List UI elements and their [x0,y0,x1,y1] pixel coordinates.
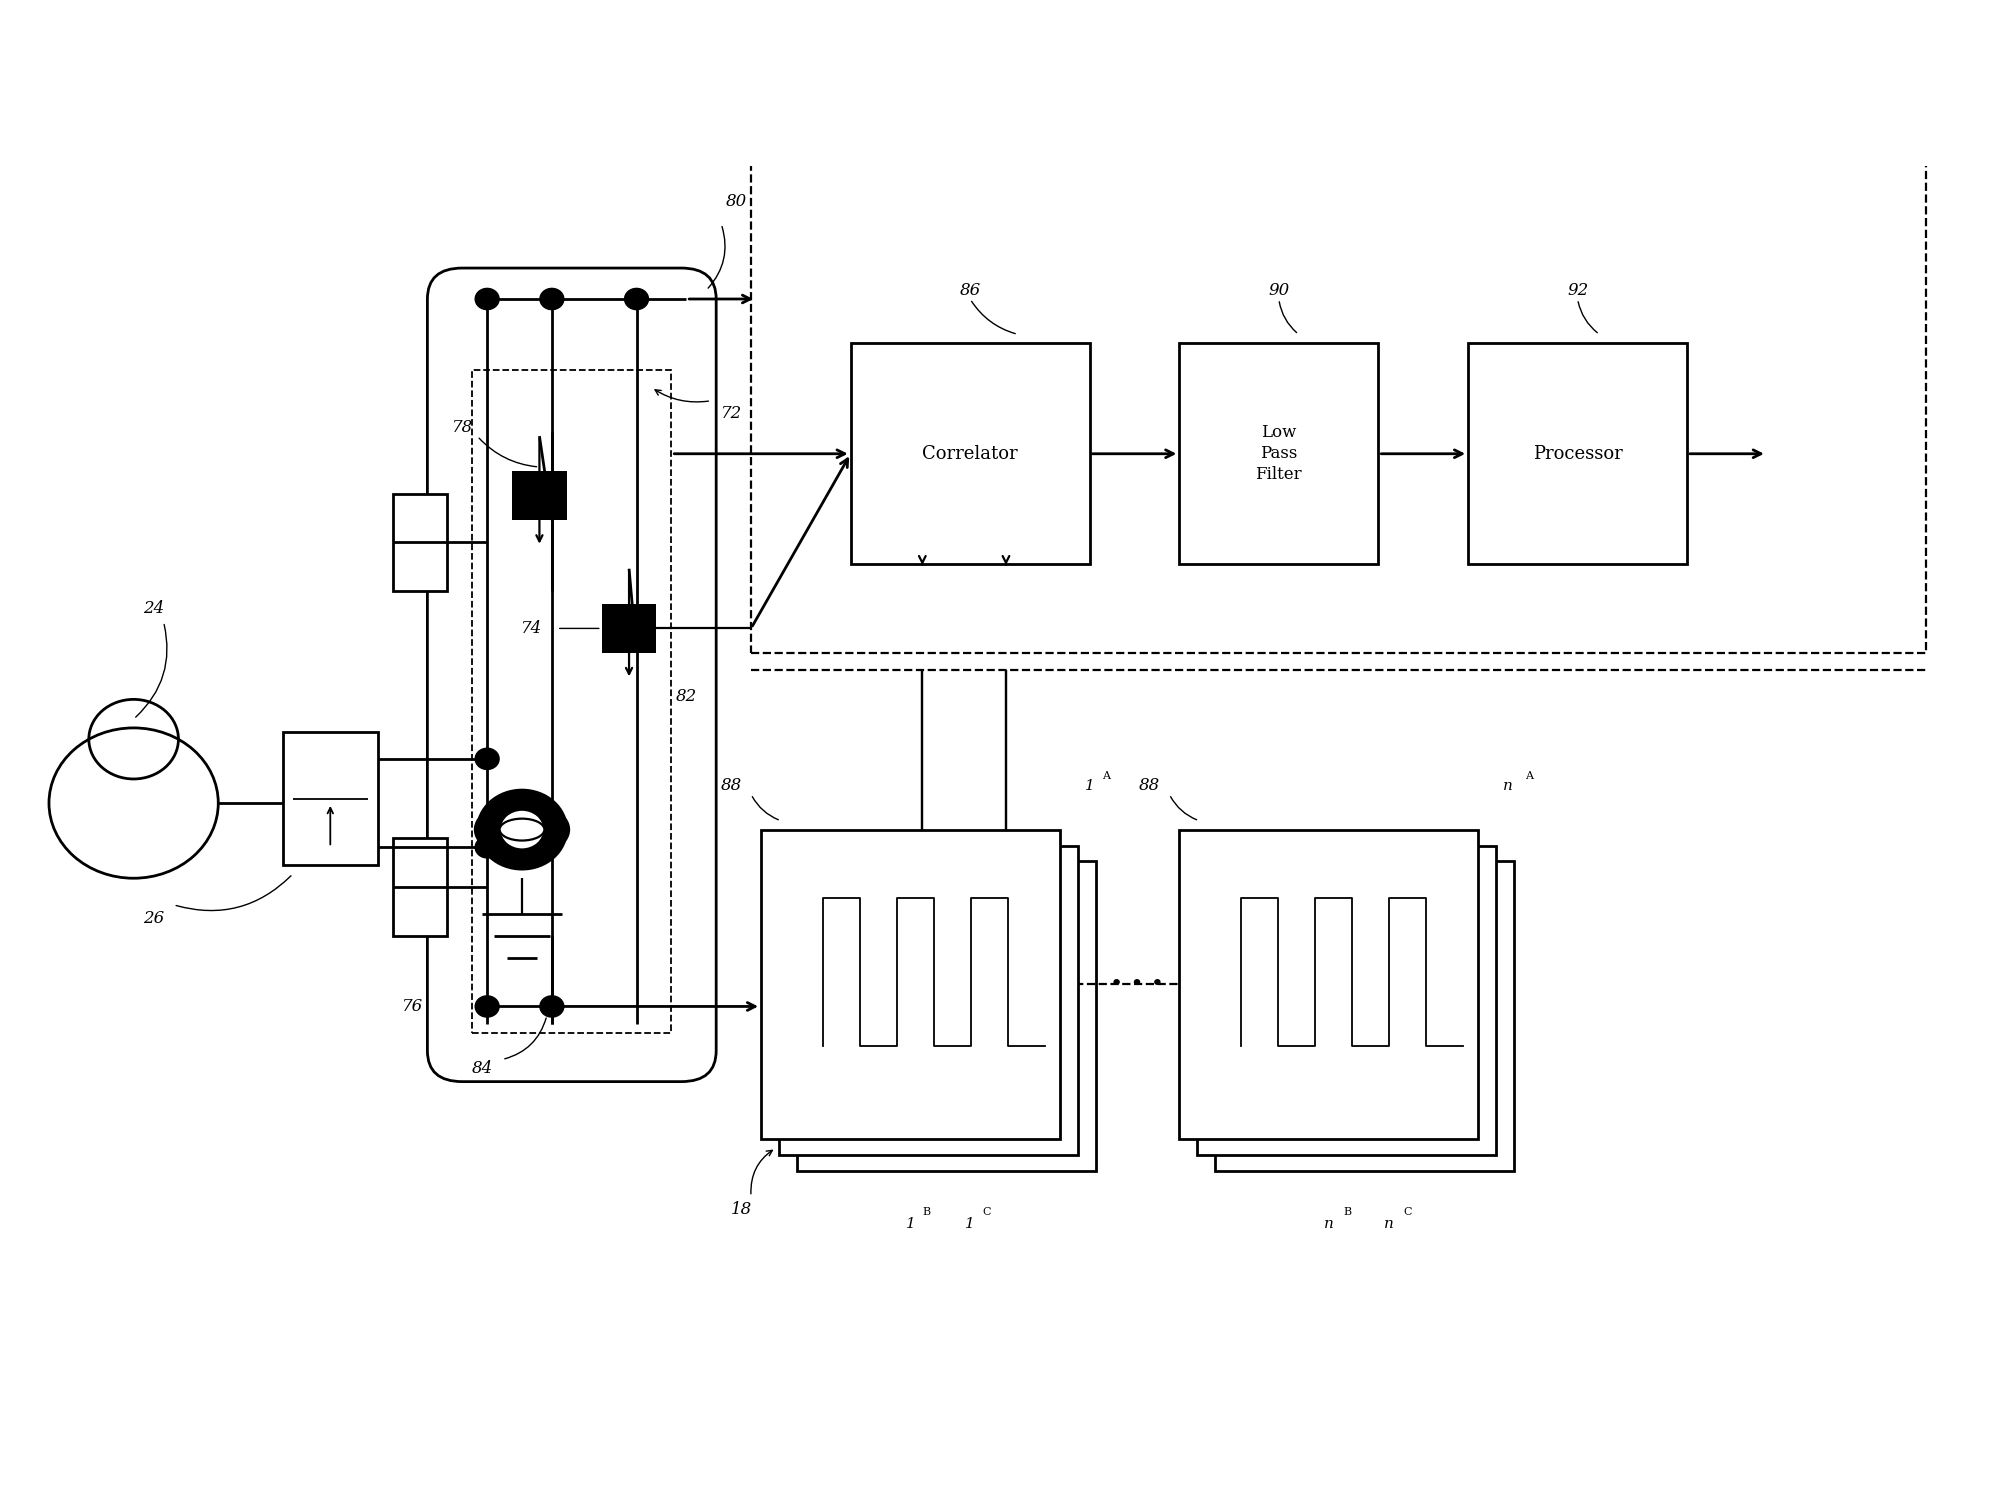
Text: 1: 1 [1198,891,1206,904]
Text: 88: 88 [1138,777,1160,793]
Text: C: C [982,1207,990,1217]
Bar [778,846,1078,1156]
Text: • • •: • • • [1110,975,1164,994]
Circle shape [624,289,648,310]
Bar [1180,343,1378,564]
Text: n: n [1502,778,1512,793]
Text: 82: 82 [676,689,696,705]
Text: A: A [1524,771,1532,781]
Text: 1: 1 [906,1217,916,1231]
Bar [1180,829,1478,1139]
Text: Processor: Processor [1532,445,1622,463]
Text: 1: 1 [1084,778,1094,793]
Circle shape [540,996,564,1016]
Bar [1198,846,1496,1156]
Text: Low
Pass
Filter: Low Pass Filter [1256,424,1302,484]
Text: -1: -1 [1194,1042,1204,1051]
Text: 76: 76 [402,998,424,1015]
Text: 88: 88 [720,777,742,793]
FancyBboxPatch shape [428,268,716,1082]
Text: 90: 90 [1268,281,1290,299]
Circle shape [478,790,566,870]
Text: B: B [1344,1207,1352,1217]
Text: n: n [1324,1217,1334,1231]
Bar [284,732,378,865]
Text: 86: 86 [960,281,980,299]
Circle shape [476,748,500,769]
Text: 78: 78 [452,419,472,436]
Text: 1: 1 [966,1217,974,1231]
Bar [1468,343,1688,564]
Text: 84: 84 [472,1060,492,1076]
Text: C: C [1404,1207,1412,1217]
Text: 80: 80 [726,193,746,210]
Bar [392,838,448,936]
Ellipse shape [500,819,544,840]
Bar [760,829,1060,1139]
Text: 0: 0 [1198,963,1206,976]
Text: -1: -1 [776,1042,786,1051]
Bar [472,370,672,1033]
Text: 18: 18 [730,1202,752,1219]
Text: 1: 1 [780,891,788,904]
Text: 74: 74 [522,620,542,636]
Text: A: A [1102,771,1110,781]
Text: 24: 24 [142,600,164,617]
Bar [752,34,1926,653]
Bar [392,494,448,591]
Bar [850,343,1090,564]
Circle shape [476,996,500,1016]
Circle shape [500,810,544,849]
Circle shape [476,289,500,310]
Circle shape [476,837,500,858]
Ellipse shape [474,802,570,858]
Text: 72: 72 [720,406,742,422]
Text: 0: 0 [780,963,788,976]
Text: 26: 26 [142,910,164,927]
Bar [796,861,1096,1171]
Text: 92: 92 [1566,281,1588,299]
Bar [602,605,656,653]
Circle shape [540,289,564,310]
Text: B: B [922,1207,930,1217]
Text: n: n [1384,1217,1394,1231]
Bar [512,472,566,519]
Bar [1216,861,1514,1171]
Text: Correlator: Correlator [922,445,1018,463]
